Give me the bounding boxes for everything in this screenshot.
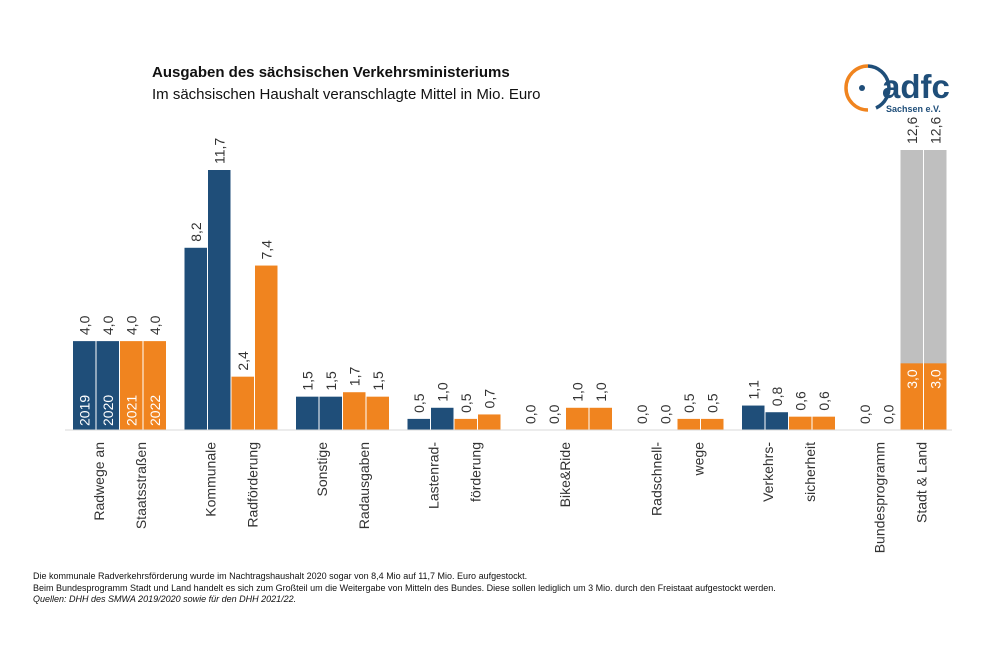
category-label: Radschnell- (649, 442, 665, 516)
bar-2022 (924, 363, 947, 430)
chart-subtitle: Im sächsischen Haushalt veranschlagte Mi… (152, 86, 541, 103)
data-label: 0,5 (458, 393, 474, 413)
data-label: 0,0 (857, 404, 873, 424)
note-2: Beim Bundesprogramm Stadt und Land hande… (33, 582, 776, 593)
category-label: Kommunale (203, 442, 219, 517)
category-label: Radausgaben (356, 442, 372, 529)
data-label: 0,8 (769, 387, 785, 407)
category-label: Sonstige (314, 442, 330, 497)
year-label: 2021 (123, 395, 139, 426)
category-label: Radwege an (91, 442, 107, 521)
data-label: 8,2 (188, 222, 204, 242)
bar-2019 (407, 418, 430, 430)
data-label-total: 12,6 (904, 117, 920, 144)
svg-text:Sachsen e.V.: Sachsen e.V. (886, 104, 941, 114)
data-label: 3,0 (927, 369, 943, 389)
category-label: Verkehrs- (760, 442, 776, 502)
bar-2019 (296, 396, 319, 430)
data-label: 0,0 (546, 404, 562, 424)
bar-2020 (96, 341, 119, 430)
bar-2019 (742, 405, 765, 430)
bar-2021 (454, 418, 477, 430)
category-label: sicherheit (802, 442, 818, 502)
data-label: 0,0 (657, 404, 673, 424)
data-label: 11,7 (211, 138, 227, 164)
chart-title: Ausgaben des sächsischen Verkehrsministe… (152, 64, 510, 81)
bar-2021 (120, 341, 143, 430)
data-label: 0,6 (792, 391, 808, 411)
data-label: 1,5 (370, 371, 386, 391)
data-label: 1,5 (299, 371, 315, 391)
data-label: 1,7 (346, 367, 362, 387)
bar-bundesprogramm-total (924, 150, 947, 430)
sources-label: Quellen: (33, 594, 67, 604)
year-label: 2019 (76, 395, 92, 426)
bar-2020 (208, 170, 231, 430)
bar-2022 (143, 341, 166, 430)
data-label: 0,0 (522, 404, 538, 424)
bar-2022 (255, 265, 278, 430)
data-label: 4,0 (100, 315, 116, 335)
category-label: Radförderung (245, 442, 261, 528)
bar-bundesprogramm-total (900, 150, 923, 430)
category-label: Bike&Ride (557, 442, 573, 508)
data-label: 4,0 (76, 315, 92, 335)
category-label: Staatsstraßen (133, 442, 149, 529)
data-label: 7,4 (258, 240, 274, 260)
bar-2022 (701, 418, 724, 430)
bar-2021 (789, 416, 812, 430)
data-label: 3,0 (904, 369, 920, 389)
data-label: 1,0 (593, 382, 609, 402)
data-label-total: 12,6 (927, 117, 943, 144)
data-label: 0,6 (816, 391, 832, 411)
data-label: 0,0 (634, 404, 650, 424)
year-label: 2022 (147, 395, 163, 426)
data-label: 1,5 (323, 371, 339, 391)
bar-2021 (343, 392, 366, 430)
bar-2022 (589, 407, 612, 430)
category-label: förderung (468, 442, 484, 502)
bar-2021 (677, 418, 700, 430)
bar-2020 (319, 396, 342, 430)
note-1: Die kommunale Radverkehrsförderung wurde… (33, 571, 528, 581)
footnotes: Die kommunale Radverkehrsförderung wurde… (33, 571, 776, 606)
data-label: 2,4 (235, 351, 251, 371)
category-label: Stadt & Land (914, 442, 930, 523)
bar-2021 (231, 376, 254, 430)
bar-2022 (366, 396, 389, 430)
bar-2019 (73, 341, 96, 430)
category-label: Lastenrad- (426, 442, 442, 509)
adfc-logo: adfc Sachsen e.V. (844, 64, 950, 114)
sources-text: DHH des SMWA 2019/2020 sowie für den DHH… (69, 594, 297, 604)
data-label: 1,0 (434, 382, 450, 402)
bar-2021 (566, 407, 589, 430)
data-label: 0,7 (481, 389, 497, 409)
data-label: 4,0 (123, 315, 139, 335)
bar-2019 (184, 247, 207, 430)
bar-2020 (765, 412, 788, 430)
category-label: wege (691, 442, 707, 477)
data-label: 1,0 (569, 382, 585, 402)
year-label: 2020 (100, 395, 116, 426)
bar-2020 (431, 407, 454, 430)
data-label: 1,1 (745, 380, 761, 400)
data-label: 0,5 (411, 393, 427, 413)
data-label: 0,0 (880, 404, 896, 424)
data-label: 4,0 (147, 315, 163, 335)
bar-2022 (478, 414, 501, 430)
category-label: Bundesprogramm (872, 442, 888, 553)
data-label: 0,5 (681, 393, 697, 413)
data-label: 0,5 (704, 393, 720, 413)
bar-2021 (900, 363, 923, 430)
svg-text:adfc: adfc (882, 68, 950, 105)
bar-2022 (812, 416, 835, 430)
sources: Quellen: DHH des SMWA 2019/2020 sowie fü… (33, 594, 776, 606)
